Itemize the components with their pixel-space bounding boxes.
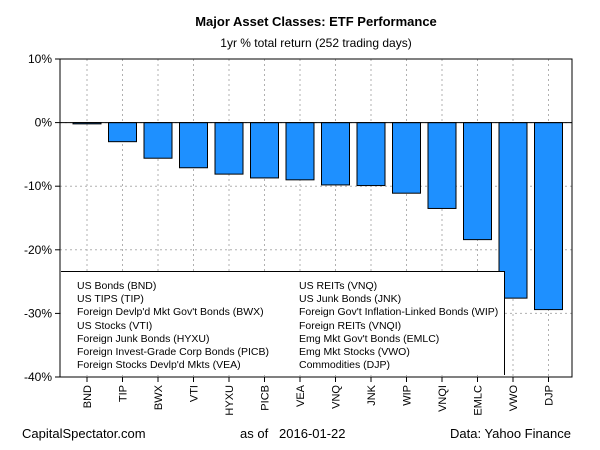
x-tick-label: VNQI <box>437 385 449 412</box>
bar-tip <box>108 122 137 143</box>
x-tick-label: VNQ <box>331 385 343 409</box>
y-tick-label: 10% <box>28 52 52 66</box>
bar-bwx <box>143 122 173 159</box>
legend-entry: Commodities (DJP) <box>299 359 391 372</box>
x-tick-label: BWX <box>153 384 165 410</box>
x-tick-label: JNK <box>366 384 378 405</box>
legend-entry: US TIPS (TIP) <box>77 293 144 306</box>
legend-entry: Emg Mkt Gov't Bonds (EMLC) <box>299 332 440 345</box>
bar-jnk <box>356 122 386 187</box>
legend-entry: US Junk Bonds (JNK) <box>299 293 402 306</box>
bar-wip <box>392 122 421 194</box>
x-axis: BND TIP BWX VTI HYXU PICB VEA VNQ JNK WIP VNQI EMLC… <box>82 377 556 416</box>
legend-entry: Emg Mkt Stocks (VWO) <box>299 345 410 358</box>
bar-hyxu <box>214 122 244 175</box>
y-tick-label: -40% <box>24 370 52 384</box>
x-tick-label: VEA <box>295 384 307 407</box>
legend-entry: Foreign Gov't Inflation-Linked Bonds (WI… <box>299 306 499 319</box>
bar-vea <box>285 122 315 181</box>
data-source: Data: Yahoo Finance <box>450 426 571 441</box>
bars <box>72 122 563 311</box>
x-tick-label: HYXU <box>224 385 236 416</box>
x-tick-label: TIP <box>118 385 130 402</box>
x-tick-label: PICB <box>260 385 272 411</box>
y-tick-label: -20% <box>24 243 52 257</box>
plot-frame <box>59 58 573 378</box>
bar-djp <box>534 122 563 311</box>
chart-title: Major Asset Classes: ETF Performance <box>195 14 437 29</box>
x-tick-label: VWO <box>508 385 520 412</box>
legend-entry: Foreign Invest-Grade Corp Bonds (PICB) <box>77 345 269 358</box>
legend-column-right: US REITs (VNQ) US Junk Bonds (JNK) Foreign… <box>299 280 498 372</box>
legend-entry: Foreign Stocks Devlp'd Mkts (VEA) <box>77 359 241 372</box>
y-axis: 10% 0% -10% -20% -30% -40% <box>24 52 60 384</box>
chart-subtitle: 1yr % total return (252 trading days) <box>220 36 412 50</box>
legend-column-left: US Bonds (BND) US TIPS (TIP) Foreign Devlp… <box>77 280 269 372</box>
legend-entry: Foreign REITs (VNQI) <box>299 319 402 332</box>
source-credit: CapitalSpectator.com <box>22 426 146 441</box>
bar-vnqi <box>427 122 457 209</box>
legend: US Bonds (BND) US TIPS (TIP) Foreign Devlp… <box>61 271 505 375</box>
x-tick-label: EMLC <box>473 385 485 416</box>
legend-entry: US Bonds (BND) <box>77 280 157 292</box>
legend-entry: US REITs (VNQ) <box>299 280 378 292</box>
y-tick-label: -10% <box>24 179 52 193</box>
legend-entry: Foreign Devlp'd Mkt Gov't Bonds (BWX) <box>77 306 264 319</box>
as-of-date: as of 2016-01-22 <box>240 426 346 441</box>
bar-vwo <box>498 122 528 299</box>
bar-picb <box>250 122 279 179</box>
x-tick-label: VTI <box>189 385 201 402</box>
x-tick-label: DJP <box>544 385 556 406</box>
y-tick-label: -30% <box>24 306 52 320</box>
x-tick-label: BND <box>82 385 94 408</box>
y-tick-label: 0% <box>35 116 53 130</box>
bar-vti <box>179 122 208 169</box>
legend-entry: Foreign Junk Bonds (HYXU) <box>77 332 210 345</box>
legend-entry: US Stocks (VTI) <box>77 319 153 332</box>
bar-vnq <box>321 122 350 186</box>
x-tick-label: WIP <box>402 385 414 406</box>
bar-emlc <box>463 122 492 241</box>
